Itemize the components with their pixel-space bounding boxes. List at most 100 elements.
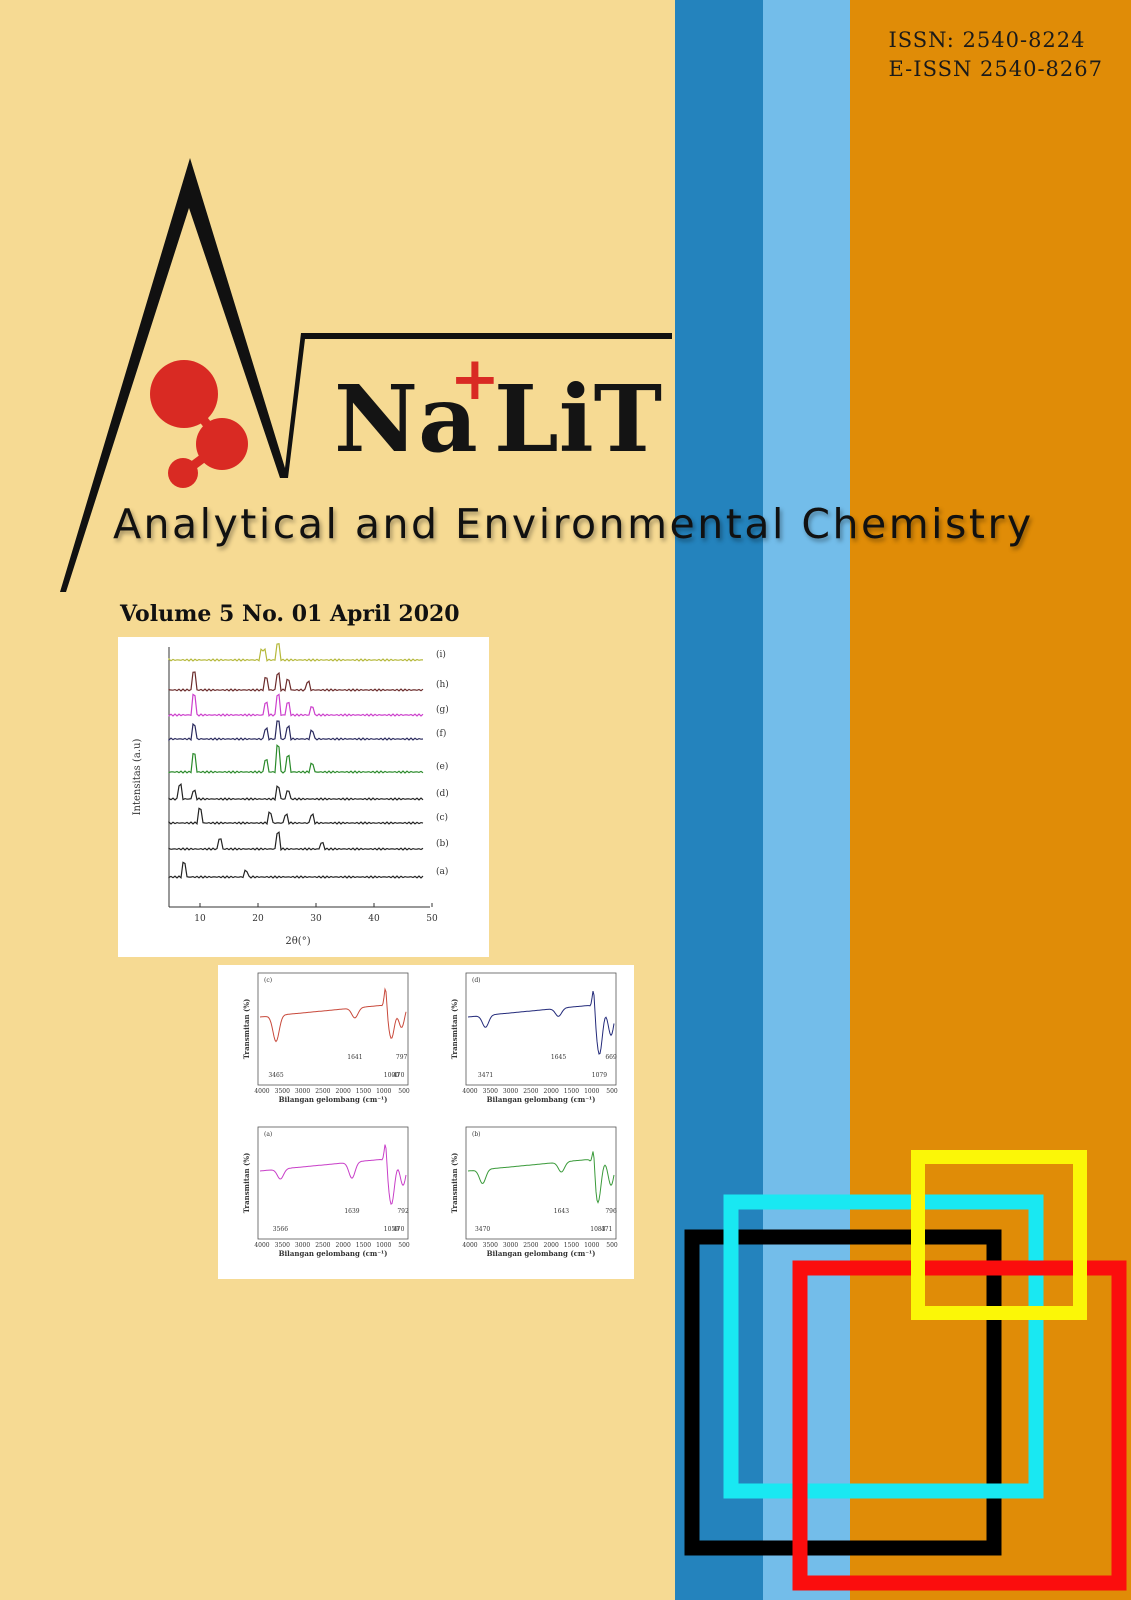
xrd-trace-label: (g) xyxy=(436,704,449,715)
ftir-panel: (c) Transmitan (%) Bilangan gelombang (cm⁻… xyxy=(242,972,410,1104)
xrd-x-tick-label: 50 xyxy=(426,914,438,924)
xrd-plot: (i) (h) (g) (f) (e) (d) (c) (b) (a) 10 20 30 40 50 I… xyxy=(132,642,449,947)
ftir-x-tick-label: 3000 xyxy=(295,1242,310,1249)
logo-peak-line xyxy=(60,158,672,592)
ftir-x-tick-label: 500 xyxy=(398,1242,410,1249)
ftir-x-label: Bilangan gelombang (cm⁻¹) xyxy=(279,1249,388,1258)
ftir-x-tick-label: 2000 xyxy=(336,1242,351,1249)
ftir-x-tick-label: 1000 xyxy=(584,1088,599,1095)
issn-electronic: E-ISSN 2540-8267 xyxy=(888,57,1103,81)
ftir-x-label: Bilangan gelombang (cm⁻¹) xyxy=(279,1095,388,1104)
issn-print: ISSN: 2540-8224 xyxy=(888,28,1086,52)
ftir-x-tick-label: 1000 xyxy=(376,1242,391,1249)
ftir-panel: (b) Transmitan (%) Bilangan gelombang (cm⁻… xyxy=(450,1126,618,1258)
ftir-x-tick-label: 1500 xyxy=(564,1088,579,1095)
ftir-panel-label: (d) xyxy=(472,977,481,984)
ftir-x-tick-label: 3500 xyxy=(275,1088,290,1095)
ftir-panel-frame xyxy=(257,972,409,1086)
ftir-panel-label: (b) xyxy=(472,1131,481,1138)
ftir-peak-label: 1000 xyxy=(384,1072,399,1079)
xrd-trace xyxy=(168,744,424,774)
xrd-trace xyxy=(168,783,424,802)
ftir-x-tick-label: 4000 xyxy=(462,1242,477,1249)
ftir-peak-label: 797 xyxy=(396,1054,408,1061)
xrd-trace xyxy=(168,671,424,693)
xrd-trace xyxy=(168,642,423,662)
ftir-x-tick-label: 3500 xyxy=(483,1242,498,1249)
ftir-panel: (d) Transmitan (%) Bilangan gelombang (cm⁻… xyxy=(450,972,618,1104)
xrd-trace-label: (c) xyxy=(436,812,448,823)
ftir-x-tick-label: 2000 xyxy=(544,1088,559,1095)
square-yellow xyxy=(911,1150,1087,1320)
ftir-peak-label: 3470 xyxy=(475,1226,490,1233)
ftir-x-tick-label: 4000 xyxy=(254,1088,269,1095)
ftir-x-tick-label: 1500 xyxy=(356,1242,371,1249)
ftir-x-label: Bilangan gelombang (cm⁻¹) xyxy=(487,1249,596,1258)
ftir-peak-label: 1639 xyxy=(344,1208,359,1215)
xrd-trace xyxy=(168,831,424,852)
xrd-trace-label: (i) xyxy=(436,649,446,660)
ftir-peak-label: 796 xyxy=(605,1208,617,1215)
ftir-panel-frame xyxy=(257,1126,409,1240)
ftir-x-tick-label: 2000 xyxy=(336,1088,351,1095)
ftir-spectrum xyxy=(259,987,407,1043)
ftir-peak-label: 3566 xyxy=(273,1226,288,1233)
molecule-atom-large xyxy=(150,360,218,428)
ftir-x-label: Bilangan gelombang (cm⁻¹) xyxy=(487,1095,596,1104)
ftir-figure: (c) Transmitan (%) Bilangan gelombang (cm⁻… xyxy=(218,965,634,1279)
decorative-squares xyxy=(684,1150,1127,1591)
molecule-atom-small xyxy=(168,458,198,488)
ftir-x-tick-label: 3000 xyxy=(503,1088,518,1095)
square-cyan xyxy=(723,1194,1044,1499)
xrd-trace xyxy=(168,861,424,879)
ftir-x-tick-label: 500 xyxy=(398,1088,410,1095)
ftir-peak-label: 3471 xyxy=(478,1072,493,1079)
ftir-peak-label: 1645 xyxy=(551,1054,566,1061)
ftir-peak-label: 470 xyxy=(393,1226,405,1233)
xrd-y-label: Intensitas (a.u) xyxy=(132,739,143,816)
ftir-x-tick-label: 3500 xyxy=(483,1088,498,1095)
xrd-x-tick-label: 30 xyxy=(310,914,322,924)
ftir-panel-label: (a) xyxy=(264,1131,272,1138)
journal-wordmark: Na+LiT xyxy=(334,344,662,473)
ftir-peak-label: 792 xyxy=(397,1208,409,1215)
xrd-trace-label: (a) xyxy=(436,866,448,877)
ftir-y-label: Transmitan (%) xyxy=(242,999,251,1060)
xrd-figure: (i) (h) (g) (f) (e) (d) (c) (b) (a) 10 20 30 40 50 I… xyxy=(118,637,489,957)
ftir-y-label: Transmitan (%) xyxy=(450,999,459,1060)
ftir-peak-label: 669 xyxy=(605,1054,617,1061)
volume-issue: Volume 5 No. 01 April 2020 xyxy=(120,601,460,627)
ftir-x-tick-label: 1500 xyxy=(564,1242,579,1249)
ftir-peak-label: 471 xyxy=(601,1226,612,1233)
xrd-x-label: 2θ(°) xyxy=(285,936,310,947)
journal-logo-graphic xyxy=(60,158,672,592)
ftir-peak-label: 470 xyxy=(393,1072,405,1079)
ftir-x-tick-label: 2500 xyxy=(315,1242,330,1249)
xrd-trace xyxy=(168,807,424,826)
ftir-spectrum xyxy=(259,1144,407,1205)
square-red xyxy=(792,1260,1127,1591)
issn-block: ISSN: 2540-8224 E-ISSN 2540-8267 xyxy=(888,28,1103,81)
ftir-peak-label: 1079 xyxy=(592,1072,607,1079)
ftir-peak-label: 1643 xyxy=(554,1208,569,1215)
ftir-spectrum xyxy=(467,990,615,1055)
plus-sign: + xyxy=(449,344,500,414)
ftir-x-tick-label: 2500 xyxy=(523,1088,538,1095)
ftir-peak-label: 1059 xyxy=(384,1226,399,1233)
ftir-x-tick-label: 2500 xyxy=(523,1242,538,1249)
ftir-x-tick-label: 1500 xyxy=(356,1088,371,1095)
xrd-trace xyxy=(168,720,424,742)
ftir-x-tick-label: 4000 xyxy=(462,1088,477,1095)
ftir-x-tick-label: 4000 xyxy=(254,1242,269,1249)
ftir-panel-frame xyxy=(465,1126,617,1240)
wordmark-na: Na xyxy=(334,365,478,473)
ftir-spectrum xyxy=(467,1151,615,1204)
xrd-trace-label: (f) xyxy=(436,728,446,739)
ftir-x-tick-label: 1000 xyxy=(584,1242,599,1249)
xrd-trace-label: (e) xyxy=(436,761,448,772)
square-black xyxy=(684,1229,1002,1556)
ftir-panel: (a) Transmitan (%) Bilangan gelombang (cm⁻… xyxy=(242,1126,410,1258)
xrd-x-tick-label: 40 xyxy=(368,914,380,924)
ftir-x-tick-label: 500 xyxy=(606,1242,618,1249)
journal-subtitle: Analytical and Environmental Chemistry xyxy=(113,500,1034,548)
